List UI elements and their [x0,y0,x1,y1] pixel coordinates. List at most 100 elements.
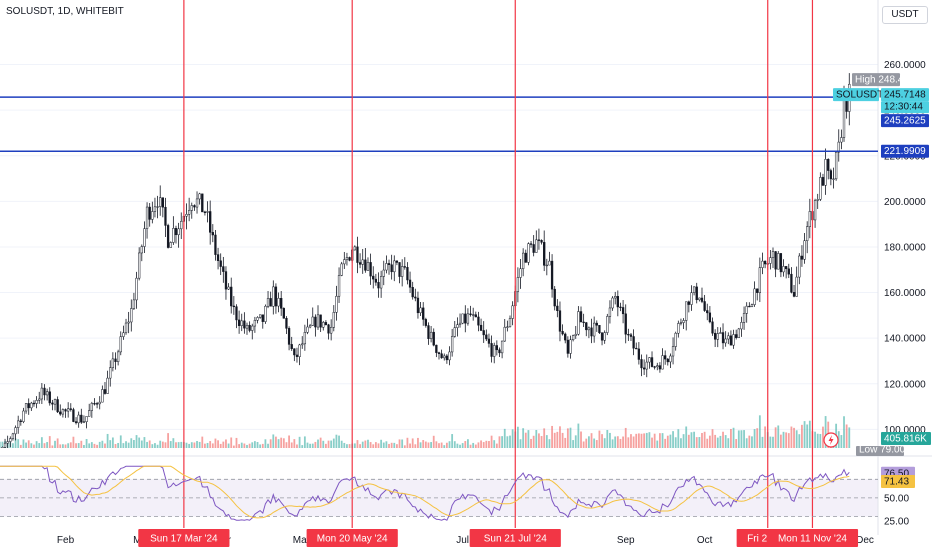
volume-bar [453,441,456,448]
volume-bar [635,433,638,448]
candle-body [330,327,333,334]
candle-body [109,367,112,379]
candle-body [469,313,472,316]
candle-body [748,305,751,308]
candle-body [579,311,583,323]
candle-body [111,358,115,368]
candle-body [56,399,59,413]
volume-bar [716,437,719,448]
volume-bar [588,436,590,448]
volume-bar [290,442,293,448]
volume-bar [232,445,235,448]
volume-bar [332,438,335,448]
candle-body [545,264,548,267]
volume-bar [498,436,501,448]
volume-bar [772,436,774,448]
volume-bar [727,438,730,448]
candle-body [632,336,635,349]
volume-bar [201,436,204,448]
candle-body [437,352,441,354]
candle-body [235,306,238,321]
volume-bar [782,431,785,448]
volume-bar [456,443,459,448]
volume-bar [175,442,177,448]
candle-body [503,326,506,342]
event-date-badge[interactable] [138,529,230,547]
volume-bar [151,444,154,448]
y-tick-label: 200.0000 [884,197,926,208]
volume-bar [532,435,535,448]
candle-body [211,232,214,236]
candle-body [769,257,772,264]
candle-body [124,322,128,334]
volume-bar [172,438,175,448]
candle-body [461,313,464,324]
volume-bar [396,444,398,448]
candle-body [335,295,338,313]
volume-bar [306,442,309,448]
candle-body [666,358,669,363]
candle-body [280,298,283,309]
volume-bar [25,442,27,448]
candle-body [387,263,391,265]
candle-body [161,197,164,208]
candle-body [274,286,278,307]
volume-bar [545,435,548,448]
candle-body [792,292,796,297]
candle-body [737,328,740,338]
candle-body [88,410,91,417]
volume-bar [159,440,162,448]
volume-bar [325,443,327,448]
symbol-title[interactable]: SOLUSDT, 1D, WHITEBIT [6,6,124,17]
candle-body [61,409,65,415]
candle-body [598,325,601,334]
candle-body [32,402,36,405]
candle-body [524,252,527,263]
candle-body [401,266,404,277]
volume-bar [80,440,83,448]
volume-bar [62,444,64,448]
candle-body [490,343,493,357]
volume-bar [751,436,753,448]
volume-bar [598,430,601,448]
volume-bar [359,444,361,448]
volume-bar [167,433,169,448]
volume-bar [843,416,845,448]
currency-button[interactable]: USDT [882,6,928,24]
candle-body [464,313,467,324]
volume-bar [409,443,411,448]
candle-body [716,333,719,340]
volume-bar [619,438,622,448]
x-tick-label: Oct [697,535,713,546]
volume-bar [117,442,120,448]
event-date-badge[interactable] [766,529,859,547]
volume-bar [522,428,525,448]
candle-body [340,263,343,276]
volume-bar [27,440,30,448]
volume-bar [83,445,85,448]
candle-body [753,288,756,305]
candle-body [303,332,307,345]
volume-bar [666,435,669,448]
volume-bar [106,433,109,448]
candle-body [616,296,619,308]
volume-bar [661,433,664,448]
candle-body [529,243,533,245]
candle-body [735,334,738,338]
candle-body [24,403,28,412]
volume-bar [622,436,624,448]
volume-bar [501,436,504,448]
event-date-badge[interactable] [469,529,561,547]
volume-bar [748,435,751,448]
volume-bar [56,438,59,448]
candle-body [264,305,267,322]
last-price-badge-text: 245.7148 [884,90,926,101]
candle-body [745,305,748,314]
candle-body [293,348,296,356]
candle-body [842,96,846,138]
last-price-badge [881,88,929,102]
candle-body [390,264,393,273]
high-badge-text: High 248.4349 [855,75,920,86]
event-date-badge[interactable] [306,529,398,547]
